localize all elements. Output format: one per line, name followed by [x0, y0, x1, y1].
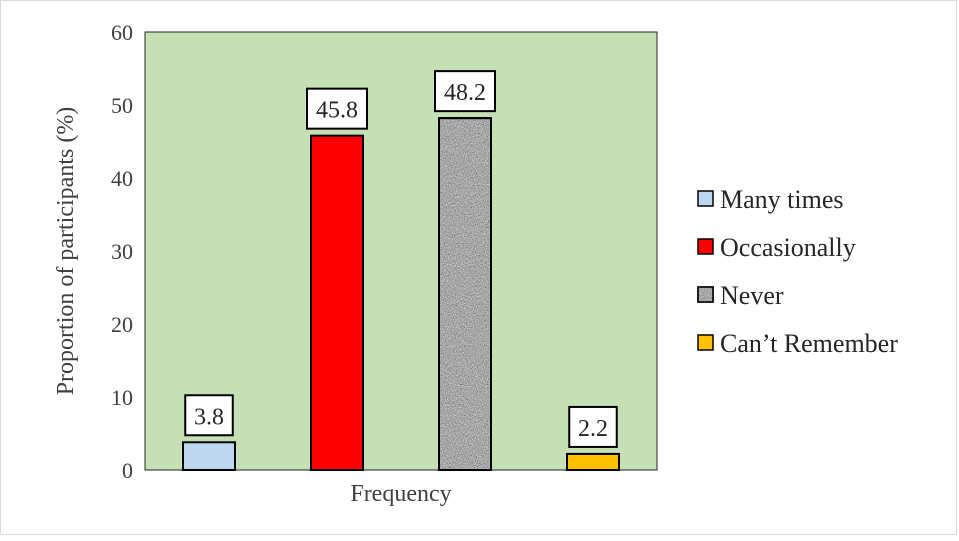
bar-outline	[438, 117, 492, 471]
y-tick-label: 30	[111, 239, 133, 264]
y-tick-label: 0	[122, 458, 133, 483]
legend-label: Can’t Remember	[720, 329, 898, 358]
bar-occasionally	[310, 134, 364, 471]
legend-swatch	[697, 334, 714, 351]
data-label-box	[568, 405, 618, 448]
data-label: 2.2	[578, 416, 608, 442]
data-label: 3.8	[194, 404, 224, 430]
data-label-box	[184, 394, 234, 437]
bar-many-times	[182, 441, 236, 472]
y-tick-label: 10	[111, 385, 133, 410]
y-axis: 0 10 20 30 40 50 60	[111, 20, 133, 483]
data-label: 45.8	[316, 98, 358, 124]
data-label-box	[306, 87, 368, 130]
legend-swatch-texture	[698, 287, 713, 302]
legend-swatch	[697, 190, 714, 207]
y-tick-label: 40	[111, 166, 133, 191]
legend-swatch	[697, 238, 714, 255]
data-label-box	[434, 70, 496, 113]
bars	[182, 117, 620, 472]
x-axis-title: Frequency	[350, 481, 451, 507]
legend-label: Occasionally	[720, 233, 856, 262]
legend-label: Many times	[720, 185, 844, 214]
y-tick-label: 60	[111, 20, 133, 45]
data-labels: 3.8 45.8 48.2 2.2	[184, 70, 618, 448]
data-label: 48.2	[444, 80, 486, 106]
bar-texture	[440, 119, 490, 469]
legend: Many times Occasionally Never Can’t Remembe…	[697, 185, 898, 358]
bar-can-t-remember	[566, 452, 620, 472]
y-tick-label: 50	[111, 93, 133, 118]
legend-label: Never	[720, 281, 784, 310]
y-axis-title: Proportion of participants (%)	[53, 107, 79, 396]
y-tick-label: 20	[111, 312, 133, 337]
legend-swatch-outline	[697, 286, 714, 303]
